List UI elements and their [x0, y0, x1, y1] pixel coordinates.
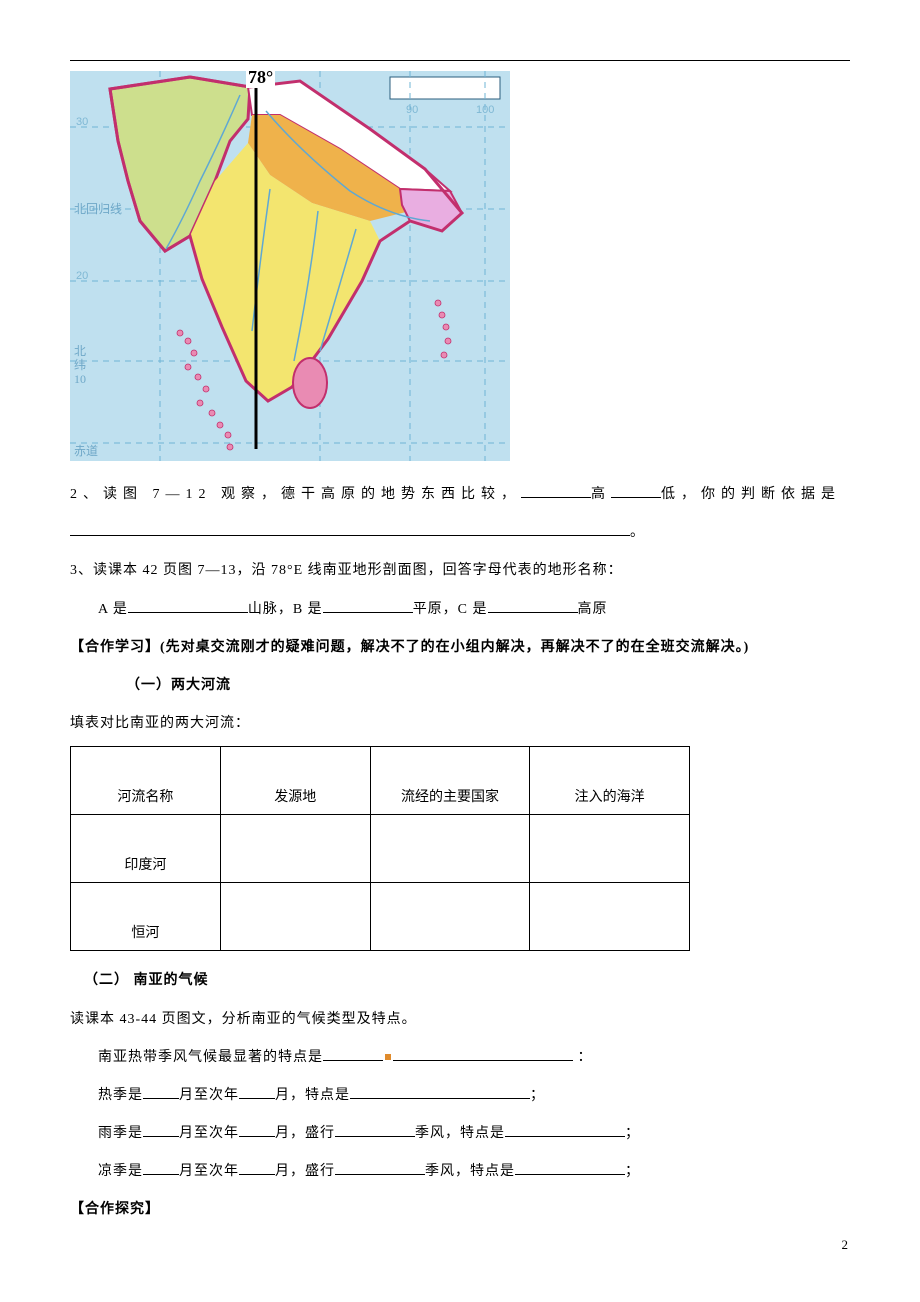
svg-text:北: 北: [74, 344, 86, 358]
svg-text:10: 10: [74, 372, 86, 386]
cl2-blank3[interactable]: [350, 1084, 530, 1099]
cl3-a: 雨季是: [98, 1126, 143, 1141]
cl2-a: 热季是: [98, 1088, 143, 1103]
svg-text:北回归线: 北回归线: [74, 202, 122, 216]
explore-title: 【合作探究】: [70, 1194, 850, 1226]
cl1-a: 南亚热带季风气候最显著的特点是: [98, 1050, 323, 1065]
q2-blank-2[interactable]: [611, 483, 661, 498]
cl3-blank2[interactable]: [239, 1122, 275, 1137]
rivers-table: 河流名称 发源地 流经的主要国家 注入的海洋 印度河 恒河: [70, 746, 690, 951]
svg-text:20: 20: [76, 270, 88, 282]
q2-tail: 。: [630, 525, 645, 540]
q3-blank-c[interactable]: [488, 598, 578, 613]
q3-c: 平原，C 是: [413, 602, 488, 617]
climate-line3: 雨季是 月至次年 月，盛行 季风，特点是 ；: [70, 1118, 850, 1150]
cl3-e: ；: [625, 1126, 640, 1141]
cl1-blank2[interactable]: [393, 1046, 573, 1061]
th-river-name: 河流名称: [71, 747, 221, 815]
cl4-a: 凉季是: [98, 1164, 143, 1179]
table-row: 恒河: [71, 883, 690, 951]
th-ocean: 注入的海洋: [530, 747, 690, 815]
q2-mid2: 低，你的判断依据是: [661, 487, 841, 502]
q3-blank-b[interactable]: [323, 598, 413, 613]
td-ganges-ocean[interactable]: [530, 883, 690, 951]
cl3-blank4[interactable]: [505, 1122, 625, 1137]
cl2-b: 月至次年: [179, 1088, 239, 1103]
svg-text:30: 30: [76, 116, 88, 128]
td-ganges-countries[interactable]: [370, 883, 530, 951]
td-indus-ocean[interactable]: [530, 815, 690, 883]
map-degree-label: 78°: [246, 67, 275, 88]
td-ganges-name: 恒河: [71, 883, 221, 951]
th-origin: 发源地: [220, 747, 370, 815]
climate-line4: 凉季是 月至次年 月，盛行 季风，特点是 ；: [70, 1156, 850, 1188]
q3-line2: A 是 山脉，B 是 平原，C 是 高原: [70, 594, 850, 626]
cl3-blank3[interactable]: [335, 1122, 415, 1137]
q2-line1: 2、读图 7—12 观察，德干高原的地势东西比较， 高 低，你的判断依据是: [70, 479, 850, 511]
cl4-blank4[interactable]: [515, 1160, 625, 1175]
page-number: 2: [842, 1237, 849, 1253]
td-indus-name: 印度河: [71, 815, 221, 883]
cl3-blank1[interactable]: [143, 1122, 179, 1137]
orange-dot-icon: [385, 1054, 391, 1060]
section1-intro: 填表对比南亚的两大河流：: [70, 708, 850, 740]
cl4-blank3[interactable]: [335, 1160, 425, 1175]
cl4-blank2[interactable]: [239, 1160, 275, 1175]
q2-mid1: 高: [591, 487, 611, 502]
section1-title: （一）两大河流: [70, 670, 850, 702]
table-row: 印度河: [71, 815, 690, 883]
coop-learning-title: 【合作学习】(先对桌交流刚才的疑难问题，解决不了的在小组内解决，再解决不了的在全…: [70, 632, 850, 664]
cl4-blank1[interactable]: [143, 1160, 179, 1175]
cl4-c: 月，盛行: [275, 1164, 335, 1179]
th-countries: 流经的主要国家: [370, 747, 530, 815]
td-indus-origin[interactable]: [220, 815, 370, 883]
td-ganges-origin[interactable]: [220, 883, 370, 951]
cl2-blank2[interactable]: [239, 1084, 275, 1099]
cl1-blank1[interactable]: [323, 1046, 383, 1061]
q2-blank-3[interactable]: [70, 521, 630, 536]
q3-line1: 3、读课本 42 页图 7—13，沿 78°E 线南亚地形剖面图，回答字母代表的…: [70, 555, 850, 587]
cl2-c: 月，特点是: [275, 1088, 350, 1103]
south-asia-map: 78° 80 90 100 30: [70, 71, 510, 461]
svg-text:100: 100: [476, 104, 494, 116]
cl4-d: 季风，特点是: [425, 1164, 515, 1179]
cl3-b: 月至次年: [179, 1126, 239, 1141]
cl2-blank1[interactable]: [143, 1084, 179, 1099]
td-indus-countries[interactable]: [370, 815, 530, 883]
cl3-c: 月，盛行: [275, 1126, 335, 1141]
climate-line1: 南亚热带季风气候最显著的特点是 ：: [70, 1042, 850, 1074]
page: 78° 80 90 100 30: [0, 0, 920, 1273]
cl2-d: ；: [530, 1088, 545, 1103]
map-svg: 80 90 100 30 20: [70, 71, 510, 461]
cl4-b: 月至次年: [179, 1164, 239, 1179]
cl3-d: 季风，特点是: [415, 1126, 505, 1141]
table-header-row: 河流名称 发源地 流经的主要国家 注入的海洋: [71, 747, 690, 815]
q3-a: A 是: [98, 602, 128, 617]
climate-line2: 热季是 月至次年 月，特点是 ；: [70, 1080, 850, 1112]
q2-line2: 。: [70, 517, 850, 549]
svg-text:赤道: 赤道: [74, 444, 98, 458]
svg-text:90: 90: [406, 104, 418, 116]
q3-b: 山脉，B 是: [248, 602, 323, 617]
section2-title: （二） 南亚的气候: [70, 965, 850, 997]
top-rule: [70, 60, 850, 61]
q3-d: 高原: [578, 602, 608, 617]
cl1-b: ：: [578, 1050, 593, 1065]
cl4-e: ；: [625, 1164, 640, 1179]
svg-text:纬: 纬: [74, 358, 86, 372]
q2-prefix: 2、读图 7—12 观察，德干高原的地势东西比较，: [70, 487, 521, 502]
section2-intro: 读课本 43-44 页图文，分析南亚的气候类型及特点。: [70, 1004, 850, 1036]
q2-blank-1[interactable]: [521, 483, 591, 498]
q3-blank-a[interactable]: [128, 598, 248, 613]
